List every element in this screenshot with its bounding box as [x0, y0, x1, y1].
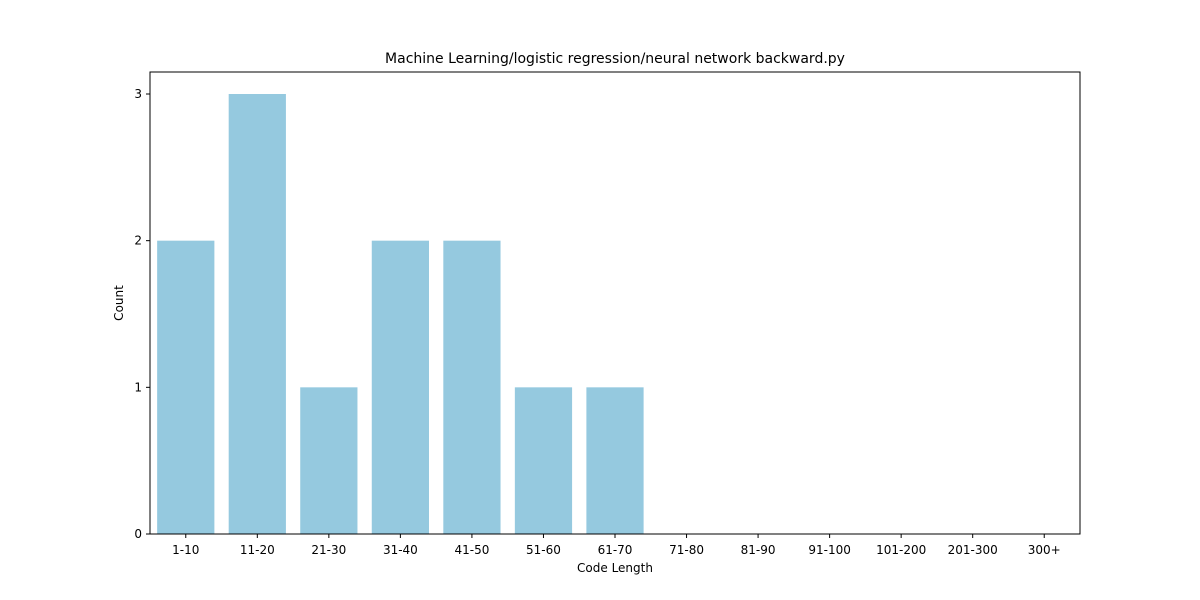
x-tick-label: 300+: [1028, 543, 1061, 557]
y-tick-label: 0: [134, 527, 142, 541]
bar-41-50: [443, 240, 501, 535]
x-tick-label: 31-40: [383, 543, 418, 557]
bar-31-40: [371, 240, 429, 535]
bars-layer: [157, 94, 644, 535]
x-tick-label: 71-80: [669, 543, 704, 557]
x-tick-label: 11-20: [240, 543, 275, 557]
x-tick-label: 1-10: [172, 543, 199, 557]
bar-61-70: [586, 387, 644, 534]
x-tick-label: 81-90: [741, 543, 776, 557]
x-tick-label: 41-50: [454, 543, 489, 557]
x-tick-label: 21-30: [311, 543, 346, 557]
x-tick-label: 51-60: [526, 543, 561, 557]
bar-51-60: [514, 387, 573, 534]
bar-11-20: [228, 94, 286, 534]
chart-title: Machine Learning/logistic regression/neu…: [385, 51, 845, 67]
y-tick-label: 2: [134, 234, 142, 248]
y-tick-label: 1: [134, 380, 142, 394]
x-tick-label: 101-200: [876, 543, 926, 557]
x-tick-label: 201-300: [948, 543, 998, 557]
x-axis: 1-10 11-20 21-30 31-40 41-50 51-60 61-70 71-80 8…: [172, 534, 1061, 557]
bar-1-10: [157, 240, 215, 535]
bar-21-30: [300, 387, 358, 534]
x-tick-label: 91-100: [808, 543, 851, 557]
y-tick-label: 3: [134, 87, 142, 101]
y-axis-label: Count: [112, 285, 126, 321]
x-axis-label: Code Length: [577, 561, 653, 575]
x-tick-label: 61-70: [598, 543, 633, 557]
y-axis: 0 1 2 3: [134, 87, 150, 541]
